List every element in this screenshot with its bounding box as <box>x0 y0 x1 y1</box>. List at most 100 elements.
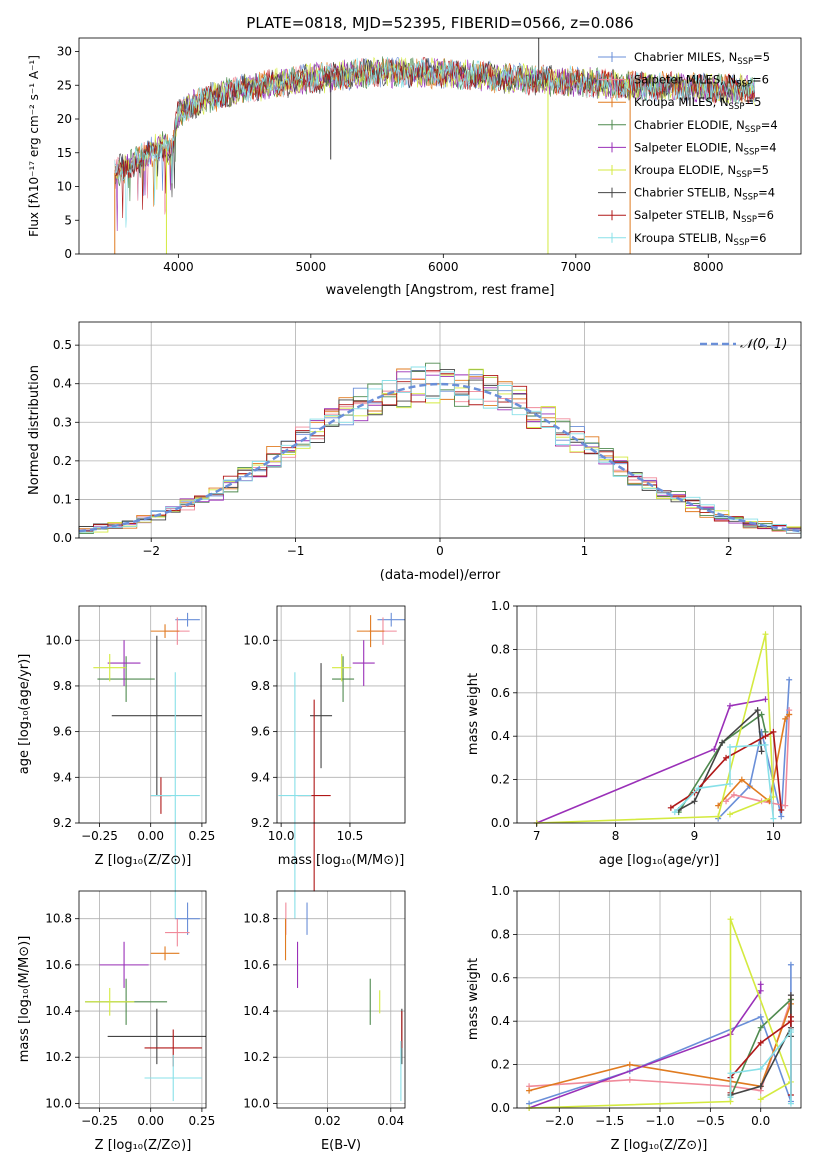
legend-label: Kroupa MILES, NSSP=5 <box>634 95 761 112</box>
weight-point <box>778 813 785 820</box>
y-tick-label: 9.6 <box>53 725 72 739</box>
weight-point <box>695 785 702 792</box>
weight-point <box>526 1087 533 1094</box>
histogram-series <box>78 366 802 538</box>
weight-vs-Z-ylabel: mass weight <box>466 958 481 1040</box>
x-tick-label: 7000 <box>561 260 592 274</box>
weight-vs-Z-xlabel: Z [log₁₀(Z/Z⊙)] <box>611 1138 708 1153</box>
legend-label: Chabrier STELIB, NSSP=4 <box>634 186 775 203</box>
legend-label-suffix: =5 <box>752 163 769 177</box>
age-vs-Z-panel: −0.25 0.00 0.25 9.2 9.4 9.6 9.8 10.0 Z [log₁₀(Z… <box>17 605 216 919</box>
legend-label-main: Salpeter ELODIE, N <box>634 140 744 154</box>
y-tick-label: 0.0 <box>491 1101 510 1115</box>
weight-vs-age-ylabel: mass weight <box>466 673 481 755</box>
x-tick-label: 1 <box>581 544 589 558</box>
legend-label-suffix: =4 <box>760 140 777 154</box>
y-tick-label: 10.4 <box>45 1004 72 1018</box>
y-tick-label: 5 <box>64 213 72 227</box>
weight-vs-age-xlabel: age [log₁₀(age/yr)] <box>599 853 720 868</box>
weight-point <box>671 809 678 816</box>
weight-point <box>786 711 793 718</box>
legend-label: Salpeter STELIB, NSSP=6 <box>634 208 774 225</box>
y-tick-label: 0.8 <box>491 927 510 941</box>
weight-point <box>727 744 733 751</box>
legend-label-main: Chabrier ELODIE, N <box>634 118 745 132</box>
spectrum-title: PLATE=0818, MJD=52395, FIBERID=0566, z=0… <box>246 14 633 32</box>
legend-label-main: Kroupa MILES, N <box>634 95 729 109</box>
legend-label-suffix: =4 <box>761 118 778 132</box>
mass-vs-Z-ylabel: mass [log₁₀(M/M⊙)] <box>17 936 32 1063</box>
x-tick-label: 10.0 <box>268 829 295 843</box>
y-tick-label: 20 <box>57 112 72 126</box>
x-tick-label: −2 <box>142 544 160 558</box>
age-vs-Z-xlabel: Z [log₁₀(Z/Z⊙)] <box>95 853 192 868</box>
weight-point <box>626 1061 633 1068</box>
weight-series-line <box>729 1029 792 1104</box>
y-tick-label: 0.8 <box>491 642 510 656</box>
x-tick-label: 0.25 <box>189 829 216 843</box>
weight-point <box>727 1094 734 1101</box>
weight-point <box>782 802 789 809</box>
y-tick-label: 1.0 <box>491 884 510 898</box>
y-tick-label: 0.3 <box>53 415 72 429</box>
weight-point <box>762 696 769 703</box>
weight-point <box>757 981 764 988</box>
weight-point <box>787 1026 794 1033</box>
y-tick-label: 0.0 <box>53 531 72 545</box>
weight-point <box>715 802 722 809</box>
y-tick-label: 9.8 <box>53 679 72 693</box>
weight-vs-age-panel: 7 8 9 10 0.0 0.2 0.4 0.6 0.8 1.0 age [log₁₀(age/y… <box>466 599 802 868</box>
age-vs-Z-axes <box>78 605 207 824</box>
legend-label-sub: SSP <box>742 193 758 203</box>
weight-point <box>727 780 733 787</box>
weight-point <box>786 676 793 683</box>
x-tick-label: 0.00 <box>137 1114 164 1128</box>
age-vs-mass-panel: 10.0 10.5 9.2 9.4 9.6 9.8 10.0 mass [log₁₀(M/M… <box>243 605 406 919</box>
y-tick-label: 0.6 <box>491 971 510 985</box>
y-tick-label: 10.0 <box>243 633 270 647</box>
x-tick-label: 6000 <box>428 260 459 274</box>
y-tick-label: 0.0 <box>491 816 510 830</box>
mass-vs-Z-panel: −0.25 0.00 0.25 10.0 10.2 10.4 10.6 10.8 Z [log… <box>17 890 216 1153</box>
legend-label-suffix: =5 <box>753 50 770 64</box>
legend-label-suffix: =6 <box>757 208 774 222</box>
legend-label-sub: SSP <box>741 215 757 225</box>
x-tick-label: 0.0 <box>751 1114 770 1128</box>
legend-label-sub: SSP <box>734 238 750 248</box>
y-tick-label: 10.4 <box>243 1004 270 1018</box>
weight-series-line <box>678 713 767 813</box>
x-tick-label: 0.25 <box>189 1114 216 1128</box>
weight-point <box>691 798 698 805</box>
y-tick-label: 10.6 <box>243 958 270 972</box>
residuals-ylabel: Normed distribution <box>27 365 42 495</box>
legend-label-main: Chabrier MILES, N <box>634 50 737 64</box>
x-tick-label: −1.0 <box>645 1114 674 1128</box>
legend-label: Kroupa ELODIE, NSSP=5 <box>634 163 769 180</box>
x-tick-label: 4000 <box>163 260 194 274</box>
weight-point <box>723 798 730 805</box>
weight-point <box>727 1070 734 1077</box>
weight-point <box>730 791 737 798</box>
mass-vs-Z-xlabel: Z [log₁₀(Z/Z⊙)] <box>95 1138 192 1153</box>
x-tick-label: 0 <box>436 544 444 558</box>
x-tick-label: 0.04 <box>377 1114 404 1128</box>
weight-point <box>757 1013 764 1020</box>
weight-point <box>758 711 765 718</box>
mass-vs-ebv-panel: 0.02 0.04 10.0 10.2 10.4 10.6 10.8 E(B-V) <box>243 890 406 1153</box>
legend-label-suffix: =6 <box>749 231 766 245</box>
weight-point <box>757 1096 764 1103</box>
y-tick-label: 10.0 <box>45 1096 72 1110</box>
age-vs-mass-axes <box>276 605 406 824</box>
spectrum-axes <box>78 37 802 255</box>
y-tick-label: 10.8 <box>45 912 72 926</box>
y-tick-label: 0.2 <box>491 1058 510 1072</box>
weight-vs-age-axes <box>516 605 802 824</box>
x-tick-label: −0.25 <box>81 1114 118 1128</box>
x-tick-label: 5000 <box>296 260 327 274</box>
weight-point <box>667 804 674 811</box>
weight-point <box>778 806 785 813</box>
y-tick-label: 0.2 <box>53 454 72 468</box>
weight-point <box>758 748 765 755</box>
legend-label-main: Kroupa ELODIE, N <box>634 163 736 177</box>
